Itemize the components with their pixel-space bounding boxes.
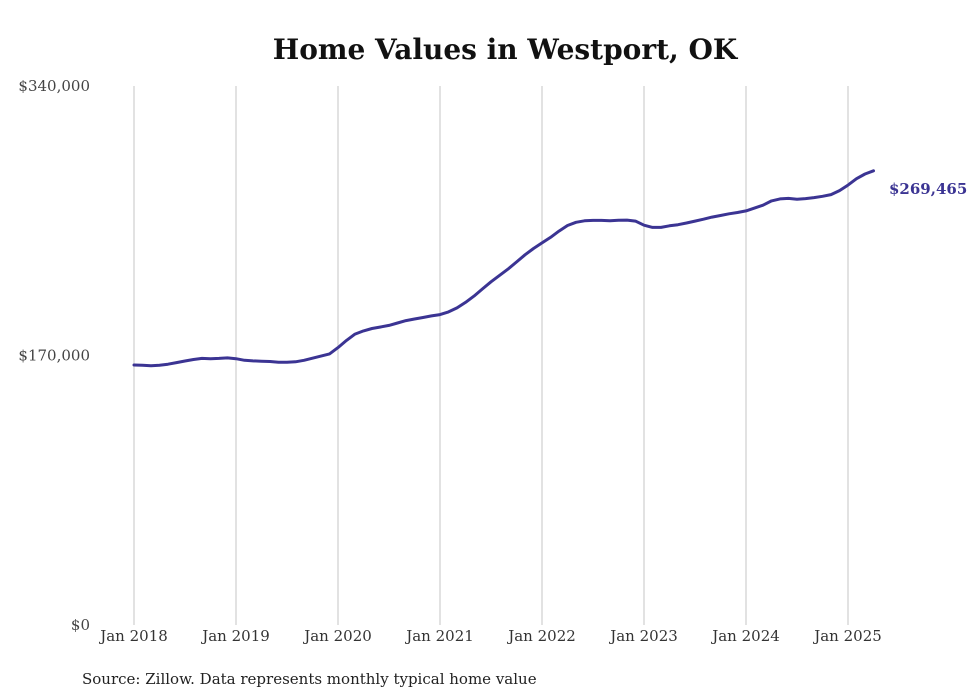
x-tick-label: Jan 2024 xyxy=(710,627,780,645)
x-tick-label: Jan 2022 xyxy=(506,627,576,645)
series-layer xyxy=(132,169,875,368)
x-tick-label: Jan 2023 xyxy=(608,627,678,645)
x-tick-label: Jan 2025 xyxy=(812,627,882,645)
x-tick-label: Jan 2018 xyxy=(98,627,168,645)
end-value-label: $269,465 xyxy=(889,180,967,198)
y-tick-label: $340,000 xyxy=(18,77,90,95)
source-note: Source: Zillow. Data represents monthly … xyxy=(82,670,537,688)
y-axis: $0 $170,000 $340,000 xyxy=(18,77,90,634)
chart-title: Home Values in Westport, OK xyxy=(273,33,739,66)
y-tick-label: $170,000 xyxy=(18,347,90,365)
gridlines xyxy=(133,86,849,625)
x-tick-label: Jan 2020 xyxy=(302,627,372,645)
y-tick-label: $0 xyxy=(71,616,90,634)
x-tick-label: Jan 2021 xyxy=(404,627,474,645)
x-axis: Jan 2018 Jan 2019 Jan 2020 Jan 2021 Jan 2022… xyxy=(98,627,882,645)
series-line-0 xyxy=(132,169,875,368)
x-tick-label: Jan 2019 xyxy=(200,627,270,645)
